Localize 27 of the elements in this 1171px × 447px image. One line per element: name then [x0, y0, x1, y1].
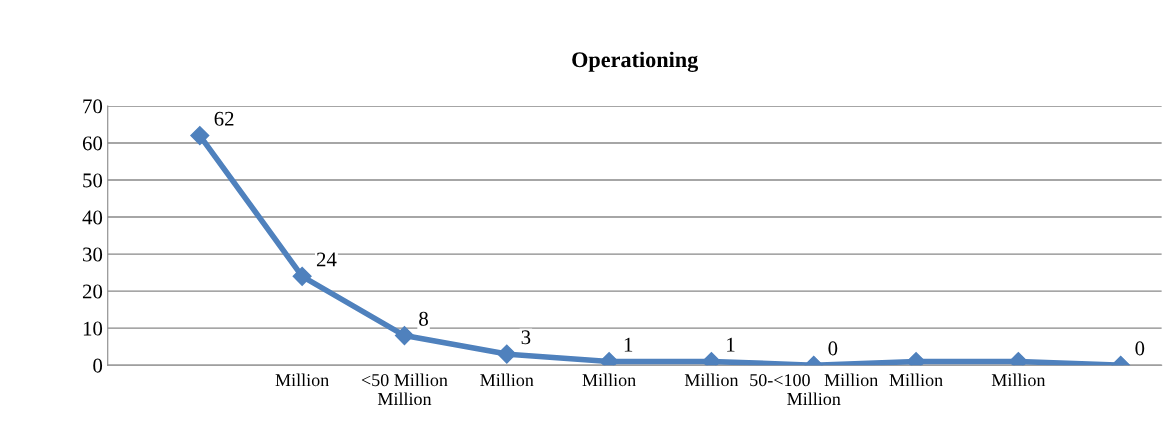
- x-tick-label: Million: [889, 373, 943, 387]
- point: [190, 126, 210, 146]
- y-tick-label: 70: [83, 99, 103, 114]
- y-tick-label: 60: [82, 136, 103, 151]
- data-label: 62: [214, 111, 234, 126]
- x-tick-label: Million: [480, 373, 534, 387]
- data-label: 1: [624, 337, 633, 352]
- data-label: 24: [316, 252, 337, 267]
- x-tick-label: Million: [684, 373, 739, 387]
- x-tick-label: 50-<100 Million Million: [750, 373, 878, 406]
- y-tick-label: 10: [83, 321, 103, 336]
- data-label: 0: [1135, 341, 1145, 356]
- point: [292, 266, 312, 286]
- data-label: 1: [727, 337, 735, 352]
- y-tick-label: 50: [83, 173, 103, 188]
- x-tick-label: Million: [275, 373, 329, 387]
- y-tick-label: 30: [83, 247, 103, 262]
- x-tick-label: <50 Million Million: [361, 373, 448, 406]
- data-label: 8: [419, 311, 428, 326]
- x-tick-label: Million: [991, 373, 1046, 387]
- y-tick-label: 40: [82, 210, 103, 225]
- data-label: 0: [828, 341, 838, 356]
- y-tick-label: 0: [93, 358, 103, 373]
- data-label: 3: [521, 330, 531, 345]
- y-tick-label: 20: [82, 284, 103, 299]
- x-tick-label: Million: [582, 373, 636, 387]
- chart-title: Operationing: [572, 51, 699, 72]
